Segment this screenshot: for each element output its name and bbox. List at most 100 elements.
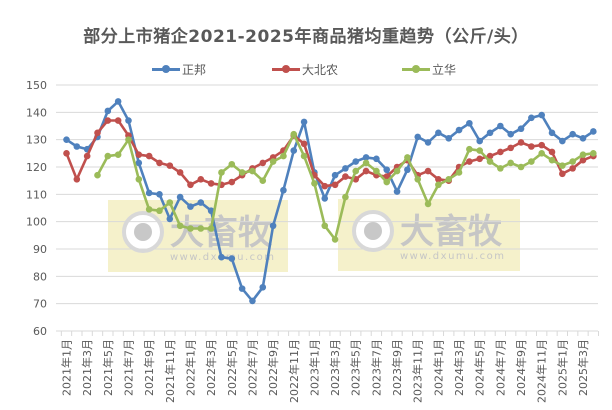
- x-tick-label: 2022年7月: [245, 339, 259, 396]
- data-point: [548, 129, 556, 137]
- data-point: [166, 199, 174, 206]
- x-tick-label: 2022年3月: [204, 339, 218, 396]
- data-point: [559, 170, 566, 178]
- data-point: [238, 285, 246, 292]
- data-point: [507, 159, 514, 167]
- y-tick-label: 100: [26, 216, 47, 229]
- data-point: [548, 156, 556, 164]
- data-point: [249, 167, 256, 175]
- legend-line-marker-icon: [272, 64, 300, 73]
- data-point: [445, 135, 453, 142]
- legend-label: 立华: [432, 62, 457, 77]
- y-tick-label: 90: [33, 243, 47, 256]
- x-tick-label: 2023年1月: [307, 339, 321, 396]
- data-point: [104, 117, 112, 124]
- data-point: [538, 141, 545, 149]
- data-point: [383, 173, 391, 180]
- x-tick-label: 2022年5月: [225, 339, 239, 396]
- data-point: [569, 165, 576, 172]
- data-point: [300, 118, 308, 126]
- data-point: [528, 114, 535, 122]
- data-point: [269, 222, 277, 230]
- data-point: [125, 117, 132, 124]
- data-point: [104, 107, 112, 115]
- data-point: [176, 169, 184, 176]
- data-point: [590, 150, 597, 157]
- data-point: [311, 180, 318, 187]
- legend-label: 正邦: [182, 62, 207, 77]
- legend-item-lihua: 立华: [402, 60, 456, 78]
- legend-line-marker-icon: [152, 64, 180, 73]
- data-point: [259, 159, 267, 167]
- data-point: [579, 135, 587, 142]
- data-point: [156, 207, 163, 215]
- x-tick-label: 2023年3月: [328, 339, 342, 396]
- data-point: [197, 176, 205, 183]
- data-point: [83, 152, 91, 160]
- data-point: [424, 200, 432, 208]
- data-point: [94, 129, 101, 137]
- data-point: [145, 152, 153, 160]
- x-tick-label: 2021年11月: [163, 339, 177, 403]
- data-point: [466, 145, 473, 153]
- data-point: [135, 151, 143, 158]
- data-point: [569, 130, 576, 138]
- y-tick-label: 130: [26, 134, 47, 147]
- data-point: [269, 158, 277, 165]
- series-正邦: [63, 98, 597, 305]
- data-point: [156, 159, 163, 167]
- data-point: [373, 155, 380, 163]
- data-point: [466, 158, 473, 165]
- data-point: [569, 158, 576, 165]
- y-tick-label: 150: [26, 79, 47, 92]
- data-point: [300, 152, 308, 160]
- data-point: [476, 147, 484, 154]
- legend-line-marker-icon: [402, 64, 430, 73]
- data-point: [497, 148, 504, 156]
- x-tick-label: 2021年7月: [121, 339, 135, 396]
- data-point: [104, 152, 112, 160]
- legend-item-dabeinong: 大北农: [272, 60, 338, 78]
- data-point: [424, 167, 432, 175]
- data-point: [486, 152, 494, 160]
- data-point: [187, 181, 194, 189]
- data-point: [517, 125, 525, 133]
- data-point: [497, 122, 504, 130]
- data-point: [321, 195, 329, 202]
- data-point: [435, 176, 442, 183]
- x-tick-label: 2024年9月: [514, 339, 528, 396]
- series-立华: [94, 130, 597, 243]
- data-point: [476, 137, 484, 145]
- data-point: [362, 159, 370, 167]
- data-point: [342, 173, 349, 180]
- data-point: [63, 150, 70, 157]
- y-tick-label: 60: [33, 325, 47, 338]
- x-tick-label: 2025年3月: [576, 339, 590, 396]
- data-point: [435, 181, 442, 189]
- data-point: [259, 177, 267, 184]
- data-point: [342, 165, 349, 172]
- x-axis: 2021年1月 2021年3月 2021年5月 2021年7月 2021年9月 2021年…: [60, 331, 599, 403]
- data-point: [517, 139, 525, 146]
- data-point: [290, 147, 298, 154]
- x-tick-label: 2021年1月: [60, 339, 74, 396]
- data-point: [73, 176, 81, 183]
- data-point: [424, 139, 432, 146]
- data-point: [559, 162, 566, 169]
- data-point: [135, 176, 143, 183]
- series-大北农: [63, 117, 597, 190]
- data-point: [435, 129, 442, 137]
- data-point: [176, 222, 184, 230]
- x-tick-label: 2022年9月: [266, 339, 280, 396]
- x-tick-label: 2021年5月: [101, 339, 115, 396]
- data-point: [445, 176, 453, 183]
- data-point: [486, 158, 494, 165]
- data-point: [507, 144, 514, 152]
- legend: 正邦 大北农 立华: [0, 60, 612, 78]
- data-point: [331, 236, 339, 243]
- data-point: [455, 126, 463, 134]
- watermark-url: www.dxumu.com: [400, 251, 506, 262]
- data-point: [548, 148, 556, 156]
- data-point: [404, 154, 411, 161]
